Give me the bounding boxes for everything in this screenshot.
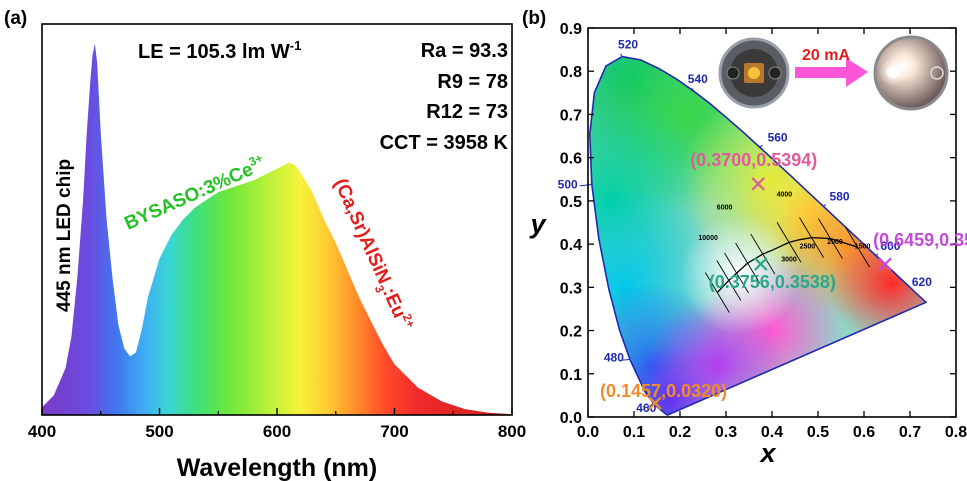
- locus-wavelength-label: 480: [604, 351, 624, 365]
- cct-annotation: CCT = 3958 K: [380, 132, 509, 154]
- chromaticity-marker: [878, 257, 892, 271]
- locus-wavelength-label: 540: [688, 72, 708, 86]
- x-tick-label-b: 0.8: [945, 424, 967, 441]
- cct-label: 6000: [717, 205, 733, 212]
- locus-tick: [876, 253, 879, 257]
- planckian-curve: [716, 236, 858, 293]
- x-tick-label-a: 500: [145, 422, 173, 441]
- chromaticity-marker: [648, 396, 662, 410]
- isotemperature-line: [704, 272, 730, 313]
- locus-wavelength-labels: 460 480 500 520 540 560 580 600 620: [558, 38, 933, 416]
- y-tick-label-b: 0.3: [560, 280, 582, 297]
- x-tick-label-b: 0.0: [577, 424, 599, 441]
- isotemperature-line: [724, 252, 749, 294]
- locus-wavelength-label: 600: [880, 239, 900, 253]
- locus-wavelength-label: 520: [618, 38, 638, 52]
- isotemperature-line: [818, 218, 843, 259]
- locus-tick: [579, 183, 592, 187]
- y-tick-label-b: 0.6: [560, 151, 582, 168]
- locus-tick: [759, 144, 763, 148]
- locus-tick: [691, 88, 695, 92]
- panel-a-label: (a): [4, 8, 27, 29]
- led-off-photo: [718, 37, 790, 109]
- y-tick-label-b: 0.2: [560, 324, 582, 341]
- cct-label: 3000: [781, 256, 797, 263]
- cct-label: 2000: [827, 239, 843, 246]
- x-tick-label-b: 0.6: [853, 424, 875, 441]
- y-tick-label-b: 0.7: [560, 107, 582, 124]
- locus-wavelength-label: 620: [912, 275, 932, 289]
- chromaticity-label: (0.3756,0.3538): [709, 272, 836, 292]
- x-tick-label-a: 600: [263, 422, 291, 441]
- cct-label: 4000: [777, 192, 793, 199]
- panel-b: (b) 460 480 500 520 540 560 580 600 620 10000 600…: [522, 8, 967, 468]
- chromaticity-label: (0.1457,0.0320): [600, 381, 727, 401]
- x-tick-label-a: 400: [28, 422, 56, 441]
- locus-tick: [620, 53, 623, 57]
- current-arrow: 20 mA: [795, 47, 868, 87]
- r9-annotation: R9 = 78: [437, 71, 508, 93]
- chromaticity-marker: [753, 257, 768, 271]
- cct-label: 2500: [800, 243, 816, 250]
- y-tick-label-b: 0.1: [560, 367, 582, 384]
- x-tick-label-b: 0.5: [807, 424, 829, 441]
- x-tick-label-b: 0.1: [623, 424, 645, 441]
- x-axis-title-b: x: [758, 438, 776, 468]
- ra-annotation: Ra = 93.3: [421, 40, 508, 62]
- x-tick-label-a: 800: [498, 422, 526, 441]
- isotemperature-line: [716, 260, 742, 301]
- cct-label: 1500: [855, 243, 871, 250]
- r12-annotation: R12 = 73: [426, 101, 508, 123]
- chromaticity-label: (0.3700,0.5394): [690, 150, 817, 170]
- panel-b-label: (b): [522, 8, 546, 29]
- isotemperature-line: [750, 233, 776, 275]
- y-tick-label-b: 0.5: [560, 194, 582, 211]
- chromaticity-label: (0.6459,0.3536): [873, 230, 967, 250]
- x-tick-label-b: 0.7: [899, 424, 921, 441]
- y-axis-title-b: y: [528, 209, 547, 239]
- locus-tick: [823, 204, 826, 207]
- locus-wavelength-label: 500: [558, 177, 578, 191]
- y-tick-label-b: 0.4: [560, 237, 582, 254]
- y-tick-label-b: 0.9: [560, 21, 582, 38]
- y-tick-label-b: 0.0: [560, 410, 582, 427]
- x-tick-label-b: 0.3: [715, 424, 737, 441]
- isotemperature-line: [799, 217, 824, 258]
- x-tick-label-b: 0.4: [761, 424, 783, 441]
- cct-label: 10000: [698, 235, 718, 242]
- locus-wavelength-label: 560: [768, 130, 788, 144]
- y-tick-label-b: 0.8: [560, 64, 582, 81]
- x-axis-a: 400 500 600 700 800: [28, 408, 526, 441]
- isotemperature-line: [735, 242, 761, 284]
- current-label: 20 mA: [802, 47, 850, 64]
- x-tick-label-a: 700: [380, 422, 408, 441]
- isotemperature-line: [776, 222, 802, 263]
- led-on-photo: [873, 35, 949, 111]
- x-tick-label-b: 0.2: [669, 424, 691, 441]
- chromaticity-points: (0.1457,0.0320) (0.3700,0.5394) (0.6459,0.…: [600, 150, 967, 410]
- locus-tick: [620, 359, 630, 361]
- panel-a: (a) 400 500 600 700 800 Wavelength (nm) LE =…: [4, 8, 526, 481]
- le-annotation: LE = 105.3 lm W-1: [138, 38, 301, 63]
- spectrum-area: [42, 43, 512, 415]
- locus-tick: [905, 283, 909, 286]
- x-axis-title-a: Wavelength (nm): [177, 454, 377, 481]
- locus-wavelength-label: 580: [830, 190, 850, 204]
- axes-b: 0.0 0.1 0.2 0.3 0.4 0.5 0.6 0.7 0.8 0.0 0.1 0.2 0.3 0…: [560, 21, 967, 441]
- led-chip-annotation: 445 nm LED chip: [54, 159, 75, 312]
- locus-wavelength-label: 460: [636, 401, 656, 415]
- chromaticity-marker: [751, 177, 765, 191]
- isotemperature-line: [845, 226, 870, 268]
